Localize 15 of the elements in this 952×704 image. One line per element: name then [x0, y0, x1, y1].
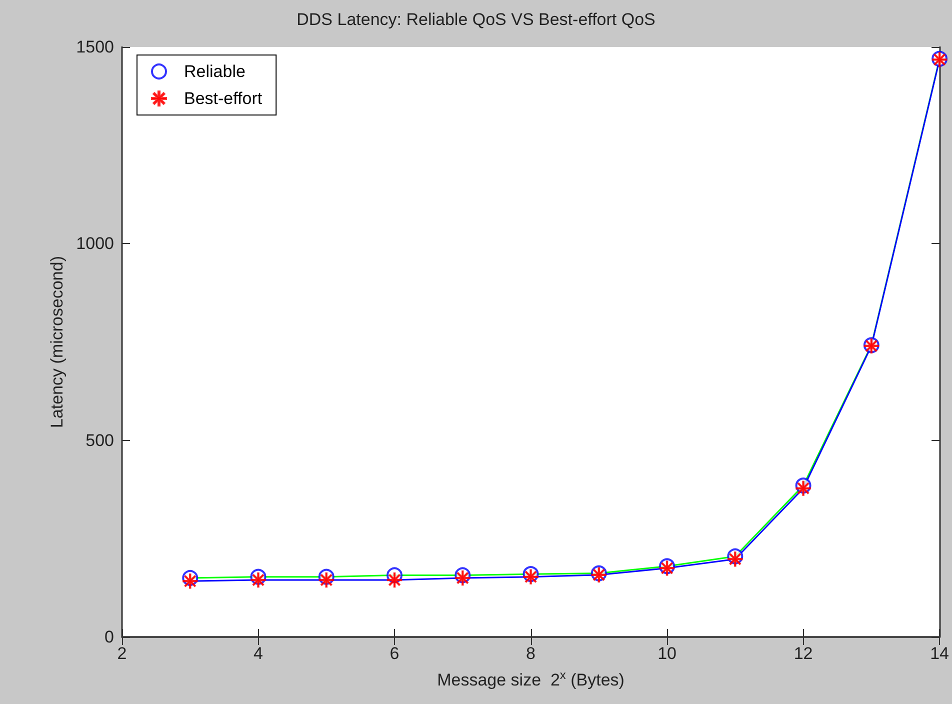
x-tick-label: 12 — [794, 644, 813, 663]
y-tick-label: 1500 — [76, 38, 114, 56]
y-tick-label: 0 — [104, 628, 114, 646]
x-tick-label: 14 — [930, 644, 950, 663]
legend-label: Reliable — [184, 62, 246, 81]
x-tick-label: 2 — [117, 644, 127, 663]
y-axis-title: Latency (microsecond) — [47, 256, 66, 428]
chart-title: DDS Latency: Reliable QoS VS Best-effort QoS — [296, 10, 656, 29]
x-tick-label: 10 — [658, 644, 676, 663]
legend-label: Best-effort — [184, 89, 262, 108]
x-tick-label: 6 — [390, 644, 400, 663]
y-tick-label: 500 — [86, 430, 114, 450]
x-tick-label: 4 — [254, 644, 263, 663]
x-tick-label: 8 — [526, 644, 536, 663]
y-tick-label: 1000 — [76, 234, 114, 254]
